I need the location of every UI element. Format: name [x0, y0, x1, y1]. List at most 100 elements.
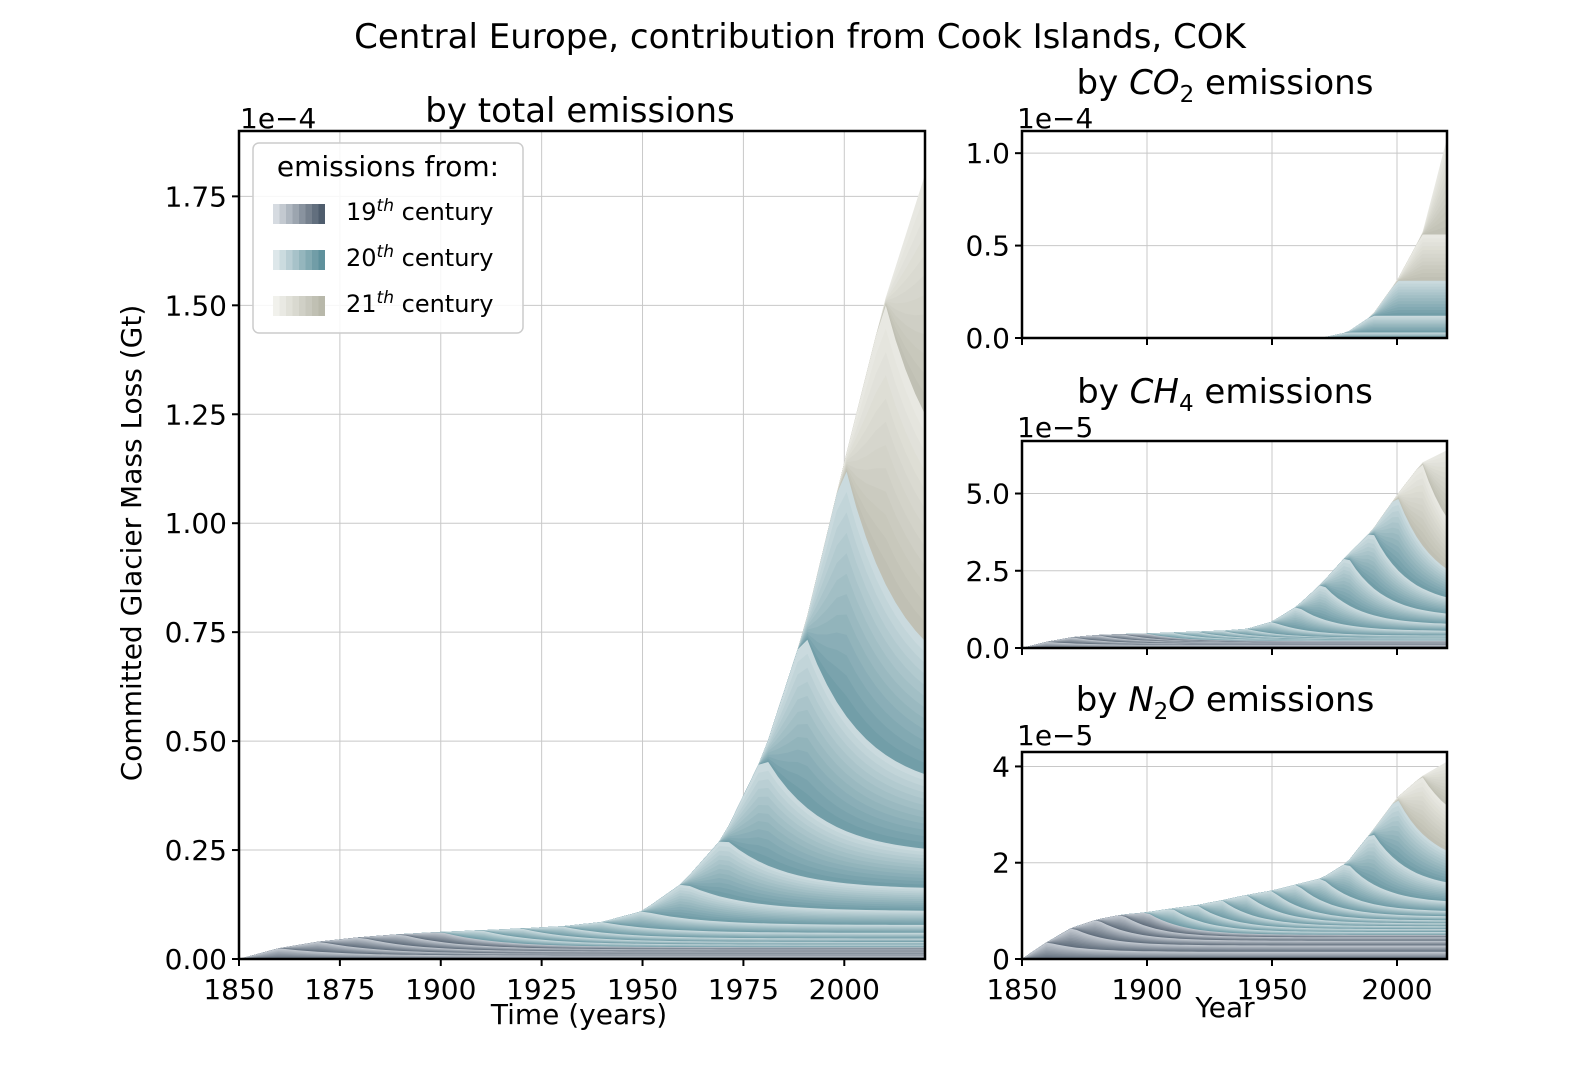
legend-swatch-20th-century	[273, 250, 325, 270]
panel-ch4-title-chem: CH	[1130, 372, 1179, 412]
y-tick-label-1.5: 1.50	[165, 289, 227, 322]
panel-co2-title-suffix: emissions	[1194, 63, 1373, 103]
panel-co2-title-prefix: by	[1077, 63, 1130, 103]
legend-label-21st-century-suffix: century	[394, 290, 494, 318]
legend-label-21st-century: 21th century	[346, 288, 494, 318]
legend-swatch-segment-3	[292, 204, 299, 224]
legend-swatch-segment-2	[286, 250, 293, 270]
panel-ch4-title-suffix: emissions	[1194, 372, 1373, 412]
legend-swatch-segment-3	[292, 296, 299, 316]
legend-swatch-segment-7	[318, 250, 325, 270]
panel-ch4-areas	[1022, 450, 1447, 648]
y-tick-label-5: 5.0	[965, 478, 1010, 511]
y-tick-label-4: 4	[992, 750, 1010, 783]
y-tick-label-0.75: 0.75	[165, 616, 227, 649]
legend-label-19th-century-suffix: century	[394, 198, 494, 226]
legend-swatch-segment-6	[312, 204, 319, 224]
figure-title: Central Europe, contribution from Cook I…	[354, 17, 1247, 57]
legend: emissions from: 19th century 20th centur…	[252, 142, 524, 334]
legend-swatch-21st-century	[273, 296, 325, 316]
y-tick-label-1: 1.0	[965, 137, 1010, 170]
panel-n2o-x-axis-label: Year	[1194, 991, 1255, 1024]
panel-total-y-axis-label: Committed Glacier Mass Loss (Gt)	[115, 305, 148, 782]
panel-n2o-frame	[1020, 750, 1449, 961]
legend-entry-21st-century: 21th century	[273, 288, 494, 318]
y-tick-label-0: 0.0	[965, 322, 1010, 355]
panel-total-x-axis-label: Time (years)	[490, 998, 667, 1031]
x-tick-label-1950: 1950	[607, 973, 678, 1006]
legend-swatch-segment-7	[318, 296, 325, 316]
panel-total-x-ticks: 1850 1875 1900 1925 1950 1975 2000	[203, 959, 880, 1006]
panel-ch4-y-ticks: 0.0 2.5 5.0	[965, 478, 1022, 665]
panel-ch4-scale-label: 1e−5	[1017, 411, 1093, 444]
panel-co2-areas	[1022, 138, 1447, 338]
y-tick-label-0.5: 0.50	[165, 725, 227, 758]
panel-ch4-title: by CH4 emissions	[1077, 372, 1373, 417]
legend-label-20th-century-number: 20	[346, 244, 377, 272]
x-tick-label-1850: 1850	[986, 973, 1057, 1006]
legend-swatch-segment-6	[312, 250, 319, 270]
panel-total-scale-label: 1e−4	[240, 102, 316, 135]
x-tick-label-2000: 2000	[1361, 973, 1432, 1006]
legend-swatch-segment-4	[299, 250, 306, 270]
y-tick-label-2.5: 2.5	[965, 555, 1010, 588]
x-tick-label-2000: 2000	[809, 973, 880, 1006]
panel-n2o-title-sub: 2	[1154, 699, 1169, 725]
legend-swatch-19th-century	[273, 204, 325, 224]
y-tick-label-0: 0.00	[165, 943, 227, 976]
x-tick-label-1975: 1975	[708, 973, 779, 1006]
x-tick-label-1900: 1900	[405, 973, 476, 1006]
legend-swatch-segment-5	[305, 250, 312, 270]
legend-swatch-segment-3	[292, 250, 299, 270]
panel-ch4-x-ticks	[1021, 648, 1398, 655]
legend-swatch-segment-1	[279, 204, 286, 224]
panel-co2-scale-label: 1e−4	[1017, 102, 1093, 135]
legend-label-19th-century-superscript: th	[377, 196, 394, 216]
legend-swatch-segment-1	[279, 296, 286, 316]
panel-total-title: by total emissions	[425, 91, 735, 131]
panel-co2-emissions: by CO2 emissions 1e−4 0.0 0.5 1.0	[965, 63, 1449, 355]
legend-label-19th-century-number: 19	[346, 198, 377, 226]
panel-ch4-frame	[1020, 439, 1449, 650]
panel-n2o-emissions: by N2O emissions 1e−5 1850 1900 1950 2000 0…	[986, 680, 1449, 1024]
legend-swatch-segment-1	[279, 250, 286, 270]
y-tick-label-2: 2	[992, 847, 1010, 880]
legend-label-21st-century-superscript: th	[377, 288, 394, 308]
legend-swatch-segment-7	[318, 204, 325, 224]
panel-n2o-title-suffix: emissions	[1195, 680, 1374, 720]
panel-co2-x-ticks	[1021, 338, 1398, 345]
panel-n2o-y-ticks: 0 2 4	[992, 750, 1022, 976]
legend-swatch-segment-6	[312, 296, 319, 316]
y-tick-label-0: 0	[992, 943, 1010, 976]
legend-swatch-segment-4	[299, 204, 306, 224]
legend-swatch-segment-5	[305, 204, 312, 224]
x-tick-label-1925: 1925	[506, 973, 577, 1006]
legend-swatch-segment-0	[273, 296, 280, 316]
y-tick-label-0.5: 0.5	[965, 230, 1010, 263]
panel-n2o-areas	[1022, 761, 1447, 959]
y-tick-label-1: 1.00	[165, 507, 227, 540]
legend-label-19th-century: 19th century	[346, 196, 494, 226]
y-tick-label-0.25: 0.25	[165, 834, 227, 867]
legend-label-21st-century-number: 21	[346, 290, 377, 318]
panel-n2o-title-prefix: by	[1076, 680, 1129, 720]
x-tick-label-1850: 1850	[203, 973, 274, 1006]
legend-swatch-segment-0	[273, 204, 280, 224]
panel-total-emissions: by total emissions 1e−4 1850 1875 1900 1925…	[115, 91, 927, 1031]
panel-n2o-title-chem2: O	[1168, 680, 1195, 720]
legend-label-20th-century: 20th century	[346, 242, 494, 272]
legend-label-20th-century-superscript: th	[377, 242, 394, 262]
legend-swatch-segment-2	[286, 204, 293, 224]
panel-ch4-title-sub: 4	[1179, 391, 1194, 417]
panel-co2-title: by CO2 emissions	[1077, 63, 1374, 108]
panel-n2o-x-ticks: 1850 1900 1950 2000	[986, 959, 1433, 1006]
legend-box	[252, 142, 524, 334]
legend-entry-19th-century: 19th century	[273, 196, 494, 226]
panel-total-areas	[239, 174, 925, 960]
panel-ch4-title-prefix: by	[1077, 372, 1130, 412]
legend-entry-20th-century: 20th century	[273, 242, 494, 272]
x-tick-label-1950: 1950	[1236, 973, 1307, 1006]
panel-total-y-ticks: 0.00 0.25 0.50 0.75 1.00 1.25 1.50 1.75	[165, 180, 239, 976]
legend-title: emissions from:	[277, 150, 499, 183]
